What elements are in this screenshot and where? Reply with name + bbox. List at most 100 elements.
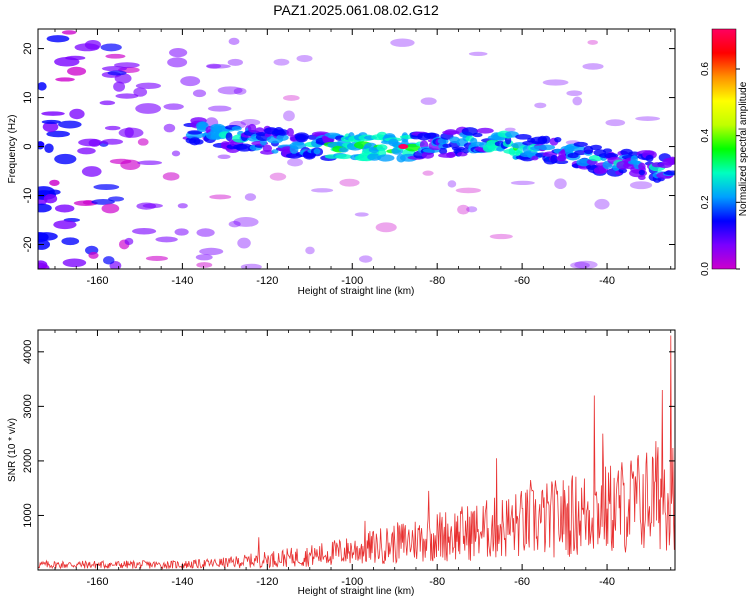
y-tick-label: 20 xyxy=(22,42,34,54)
heatmap-noise-blob xyxy=(273,58,290,66)
snr-y-ticks: 1000 2000 3000 4000 xyxy=(22,340,675,528)
heatmap-noise-blob xyxy=(455,187,482,194)
heatmap-noise-blob xyxy=(510,180,535,186)
heatmap-noise-blob xyxy=(206,64,231,69)
heatmap-noise-blob xyxy=(192,89,207,98)
x-tick-label: -60 xyxy=(514,275,530,287)
heatmap-noise-blob xyxy=(103,256,115,265)
heatmap-noise-blob xyxy=(49,179,60,186)
heatmap-noise-blob xyxy=(195,254,213,261)
heatmap-noise-blob xyxy=(629,181,653,190)
heatmap-noise-blob xyxy=(217,86,243,95)
heatmap-noise-blob xyxy=(43,194,58,204)
x-tick-label: -40 xyxy=(599,576,615,588)
spectrogram-heatmap xyxy=(38,30,675,269)
heatmap-noise-blob xyxy=(167,57,188,68)
x-tick-label: -80 xyxy=(429,275,445,287)
heatmap-ridge-blob xyxy=(231,126,242,131)
heatmap-noise-blob xyxy=(422,170,434,176)
heatmap-noise-blob xyxy=(101,138,124,145)
heatmap-noise-blob xyxy=(171,150,181,157)
heatmap-noise-blob xyxy=(114,73,132,84)
heatmap-noise-blob xyxy=(113,81,126,92)
y-tick-label: 3000 xyxy=(22,394,34,418)
heatmap-noise-blob xyxy=(137,138,149,146)
heatmap-noise-blob xyxy=(196,228,215,237)
heatmap-noise-blob xyxy=(38,203,52,213)
heatmap-noise-blob xyxy=(570,261,590,269)
heatmap-noise-blob xyxy=(296,54,313,63)
heatmap-ridge-blob xyxy=(295,133,309,143)
heatmap-noise-blob xyxy=(635,116,661,121)
heatmap-noise-blob xyxy=(74,43,100,52)
heatmap-noise-blob xyxy=(42,121,59,133)
heatmap-noise-blob xyxy=(78,138,103,147)
heatmap-noise-blob xyxy=(81,166,102,177)
snr-background xyxy=(38,330,675,570)
y-tick-label: 10 xyxy=(22,91,34,103)
snr-x-ticks: -160 -140 -120 -100 -80 -60 -40 xyxy=(54,330,672,588)
heatmap-noise-blob xyxy=(305,246,315,255)
heatmap-noise-blob xyxy=(38,141,45,150)
heatmap-noise-blob xyxy=(358,255,373,263)
heatmap-ridge-blob xyxy=(193,139,204,145)
heatmap-noise-blob xyxy=(124,237,134,246)
heatmap-ridge-blob xyxy=(638,174,646,181)
x-tick-label: -160 xyxy=(86,275,108,287)
heatmap-noise-blob xyxy=(174,228,189,236)
heatmap-noise-blob xyxy=(311,188,334,193)
heatmap-ridge-blob xyxy=(276,134,289,141)
y-tick-label: -10 xyxy=(22,188,34,204)
heatmap-ridge-blob xyxy=(554,160,569,165)
heatmap-noise-blob xyxy=(468,51,488,56)
heatmap-noise-blob xyxy=(101,66,127,72)
heatmap-noise-blob xyxy=(54,204,75,213)
heatmap-noise-blob xyxy=(109,158,132,165)
heatmap-ridge-blob xyxy=(537,144,556,151)
heatmap-noise-blob xyxy=(46,35,70,43)
colorbar-ticks: 0.0 0.2 0.4 0.6 xyxy=(700,62,740,276)
heatmap-ridge-blob xyxy=(505,131,519,138)
page-title: PAZ1.2025.061.08.02.G12 xyxy=(273,2,439,18)
heatmap-noise-blob xyxy=(104,125,121,131)
heatmap-noise-blob xyxy=(91,198,115,205)
heatmap-ridge-blob xyxy=(531,155,539,161)
heatmap-ridge-blob xyxy=(665,157,675,164)
heatmap-noise-blob xyxy=(169,48,188,58)
heatmap-noise-blob xyxy=(566,90,583,97)
colorbar-label: Normalized spectral amplitude xyxy=(738,81,749,216)
heatmap-ridge-blob xyxy=(377,154,395,162)
heatmap-noise-blob xyxy=(162,172,180,181)
heatmap-noise-blob xyxy=(582,63,604,70)
heatmap-noise-blob xyxy=(163,103,184,110)
heatmap-noise-blob xyxy=(62,258,87,268)
heatmap-ridge-blob xyxy=(573,141,588,147)
heatmap-ridge-blob xyxy=(439,147,448,155)
heatmap-ridge-blob xyxy=(225,132,233,142)
heatmap-ridge-blob xyxy=(642,150,657,160)
heatmap-ridge-blob xyxy=(421,151,434,159)
heatmap-ridge-blob xyxy=(335,154,353,160)
heatmap-noise-blob xyxy=(135,103,162,114)
heatmap-ridge-blob xyxy=(404,143,421,152)
heatmap-ridge-blob xyxy=(590,144,602,151)
heatmap-ridge-blob xyxy=(338,147,349,153)
heatmap-ridge-blob xyxy=(286,127,294,137)
heatmap-noise-blob xyxy=(233,87,247,95)
heatmap-noise-blob xyxy=(132,227,157,235)
snr-x-label: Height of straight line (km) xyxy=(298,586,415,597)
heatmap-noise-blob xyxy=(41,111,65,116)
heatmap-noise-blob xyxy=(227,58,243,66)
heatmap-noise-blob xyxy=(554,178,567,190)
heatmap-noise-blob xyxy=(163,123,176,133)
heatmap-ridge-blob xyxy=(196,125,208,132)
heatmap-noise-blob xyxy=(489,233,513,240)
heatmap-ridge-blob xyxy=(376,144,388,151)
heatmap-noise-blob xyxy=(244,193,257,201)
heatmap-noise-blob xyxy=(574,260,598,269)
heatmap-noise-blob xyxy=(390,38,415,47)
heatmap-ridge-blob xyxy=(663,170,675,176)
heatmap-noise-blob xyxy=(233,217,259,227)
heatmap-ridge-blob xyxy=(515,134,532,140)
heatmap-noise-blob xyxy=(99,100,116,106)
